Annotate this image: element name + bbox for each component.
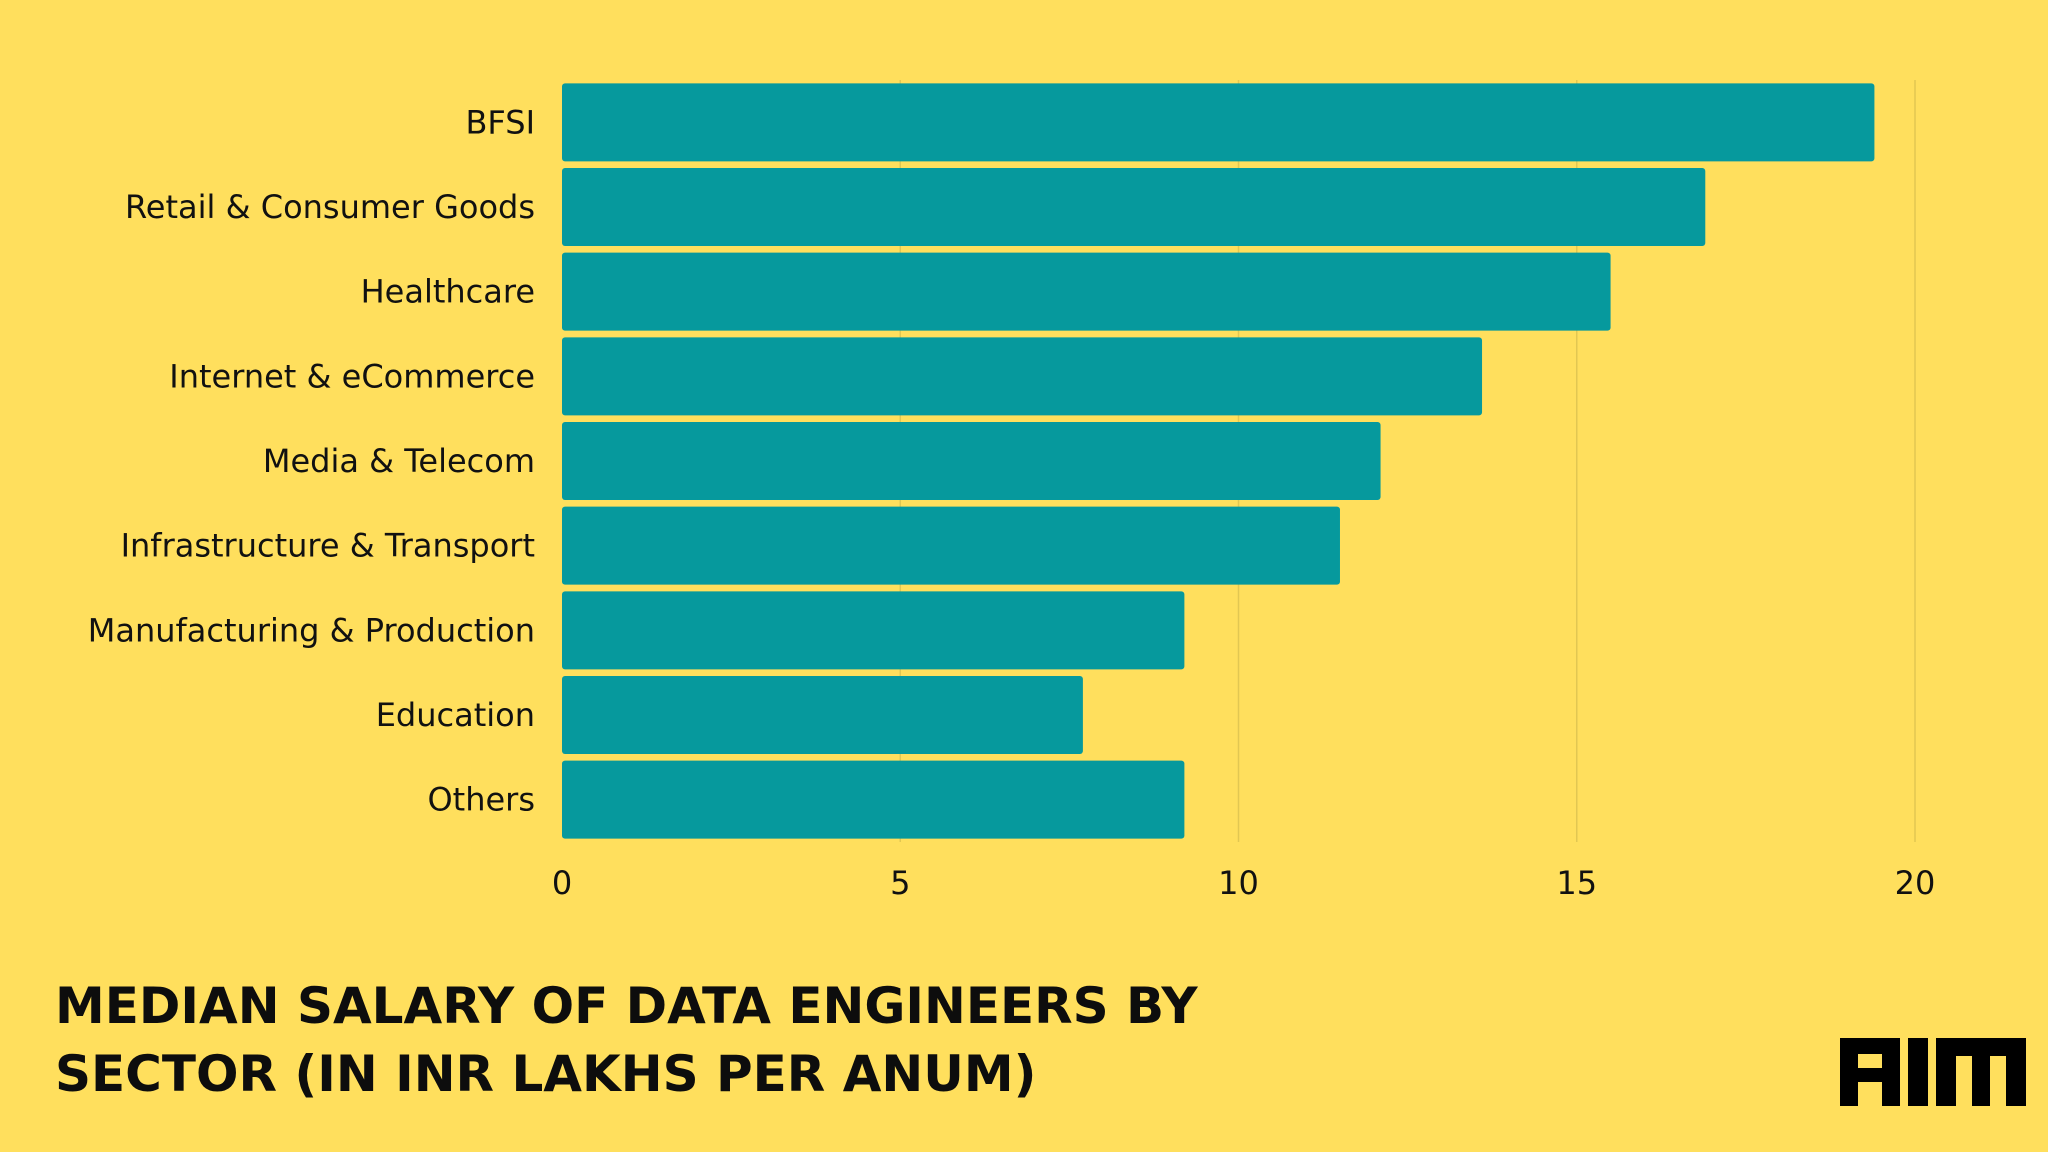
x-tick-label: 0 — [552, 864, 572, 902]
bar — [562, 422, 1381, 500]
category-label: Manufacturing & Production — [88, 611, 535, 649]
category-label: Media & Telecom — [263, 442, 535, 480]
bar — [562, 252, 1611, 331]
category-label: Infrastructure & Transport — [121, 527, 535, 565]
x-tick-label: 10 — [1218, 864, 1259, 902]
x-tick-label: 15 — [1556, 864, 1597, 902]
bar — [562, 337, 1483, 416]
bars — [562, 83, 1875, 839]
bar — [562, 591, 1185, 670]
category-label: BFSI — [465, 103, 535, 141]
aim-logo-icon — [1840, 1038, 2026, 1106]
bar — [562, 168, 1706, 246]
x-tick-label: 5 — [890, 864, 910, 902]
category-labels: BFSI Retail & Consumer Goods Healthcare Int… — [88, 103, 535, 818]
chart-title: MEDIAN SALARY OF DATA ENGINEERS BY SECTO… — [55, 977, 1198, 1103]
category-label: Healthcare — [361, 273, 535, 311]
category-label: Education — [376, 696, 535, 734]
bar — [562, 506, 1340, 585]
category-label: Others — [427, 781, 535, 819]
category-label: Retail & Consumer Goods — [125, 188, 535, 226]
bar — [562, 760, 1185, 839]
x-tick-label: 20 — [1895, 864, 1936, 902]
bar — [562, 676, 1083, 754]
category-label: Internet & eCommerce — [169, 357, 535, 395]
x-axis-tick-labels: 0 5 10 15 20 — [552, 864, 1936, 902]
bar — [562, 83, 1875, 162]
